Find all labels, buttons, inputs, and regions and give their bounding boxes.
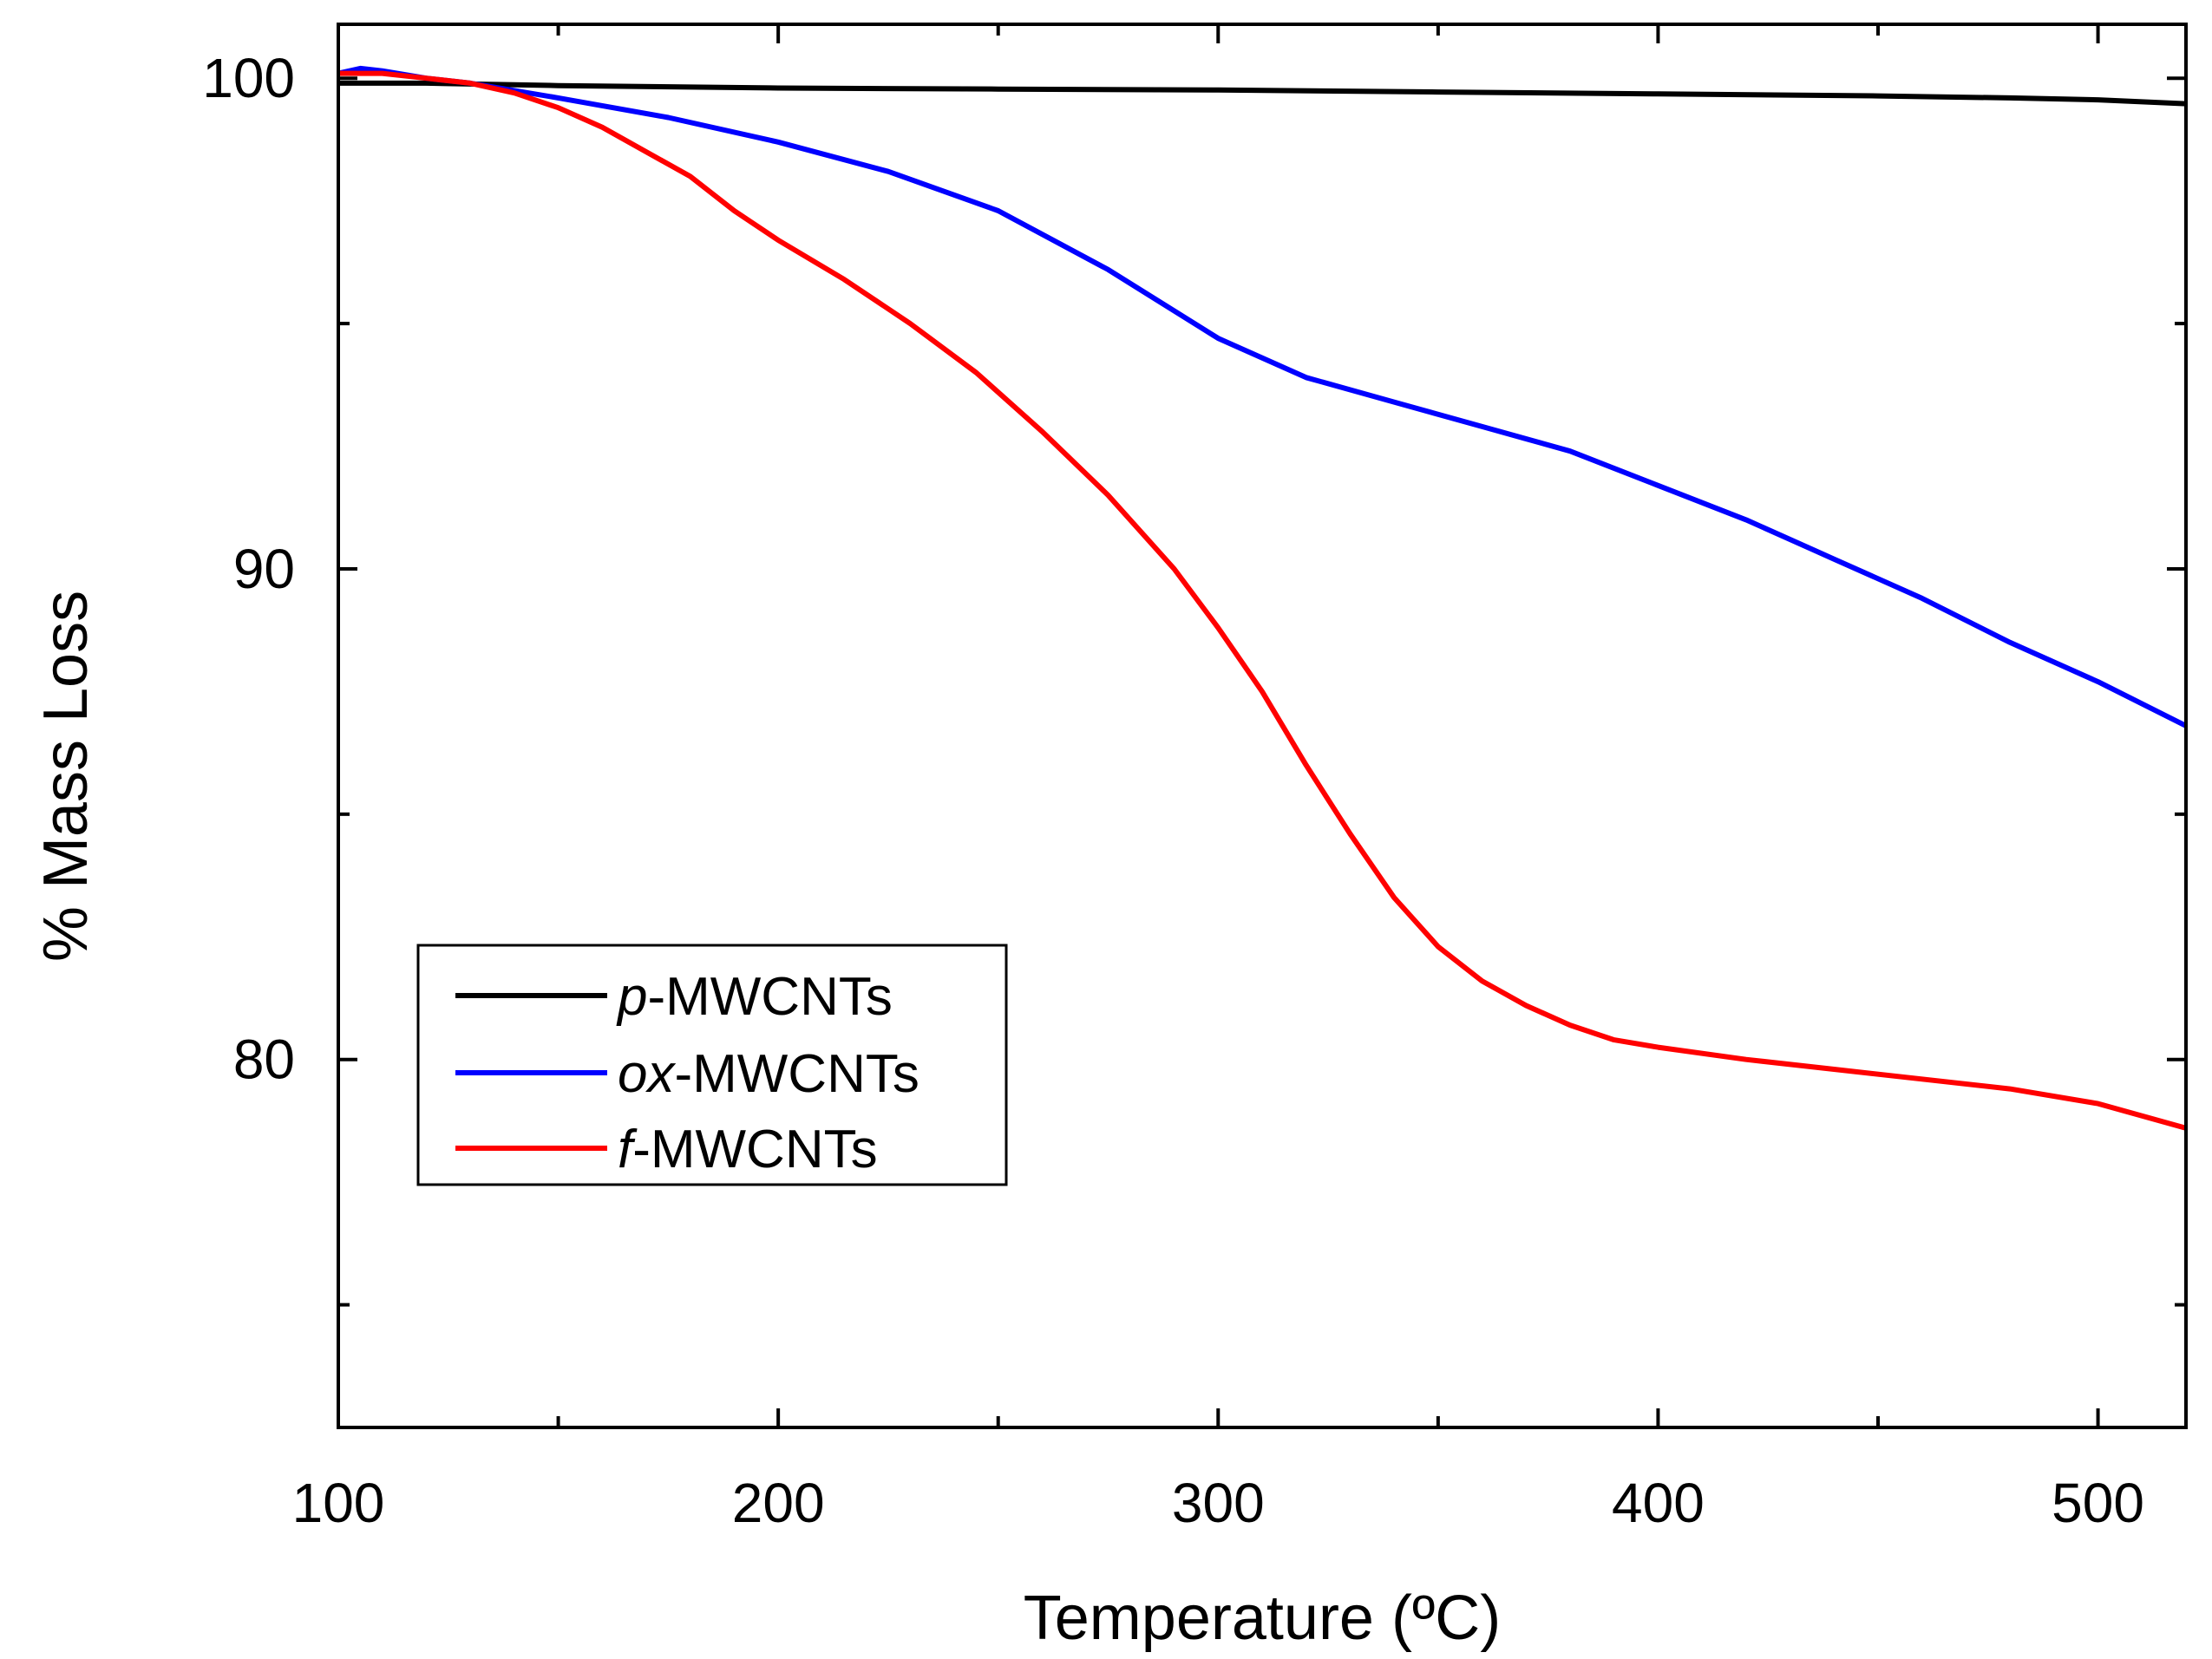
y-axis-title: % Mass Loss [31,591,101,962]
legend-label-ox-prefix: ox [618,1044,676,1104]
x-axis-title: Temperature (ºC) [1024,1584,1501,1653]
x-tick-label-100: 100 [292,1472,385,1534]
tick-layer [337,24,2186,1427]
x-tick-label-400: 400 [1612,1472,1705,1534]
y-tick-label-90: 90 [233,538,295,600]
y-tick-label-80: 80 [233,1029,295,1091]
legend-label-f: f-MWCNTs [618,1120,878,1179]
legend: p-MWCNTs ox-MWCNTs f-MWCNTs [416,944,1008,1186]
legend-label-ox: ox-MWCNTs [618,1044,919,1104]
legend-box [416,944,1008,1186]
legend-label-f-suffix: -MWCNTs [632,1120,877,1179]
plot-frame [337,23,2188,1429]
legend-label-ox-suffix: -MWCNTs [674,1044,919,1104]
legend-label-p-suffix: -MWCNTs [647,967,892,1027]
x-tick-label-500: 500 [2052,1472,2144,1534]
x-tick-label-300: 300 [1172,1472,1265,1534]
series-line-f-MWCNTs [338,70,2186,1131]
legend-label-p: p-MWCNTs [616,967,893,1027]
x-tick-label-200: 200 [732,1472,825,1534]
y-tick-label-100: 100 [202,47,295,109]
tick-label-layer: 100 200 300 400 500 80 90 100 [202,47,2144,1534]
series-line-p-MWCNTs [338,80,2186,107]
legend-label-p-prefix: p [616,967,647,1027]
series-layer [338,65,2186,1131]
